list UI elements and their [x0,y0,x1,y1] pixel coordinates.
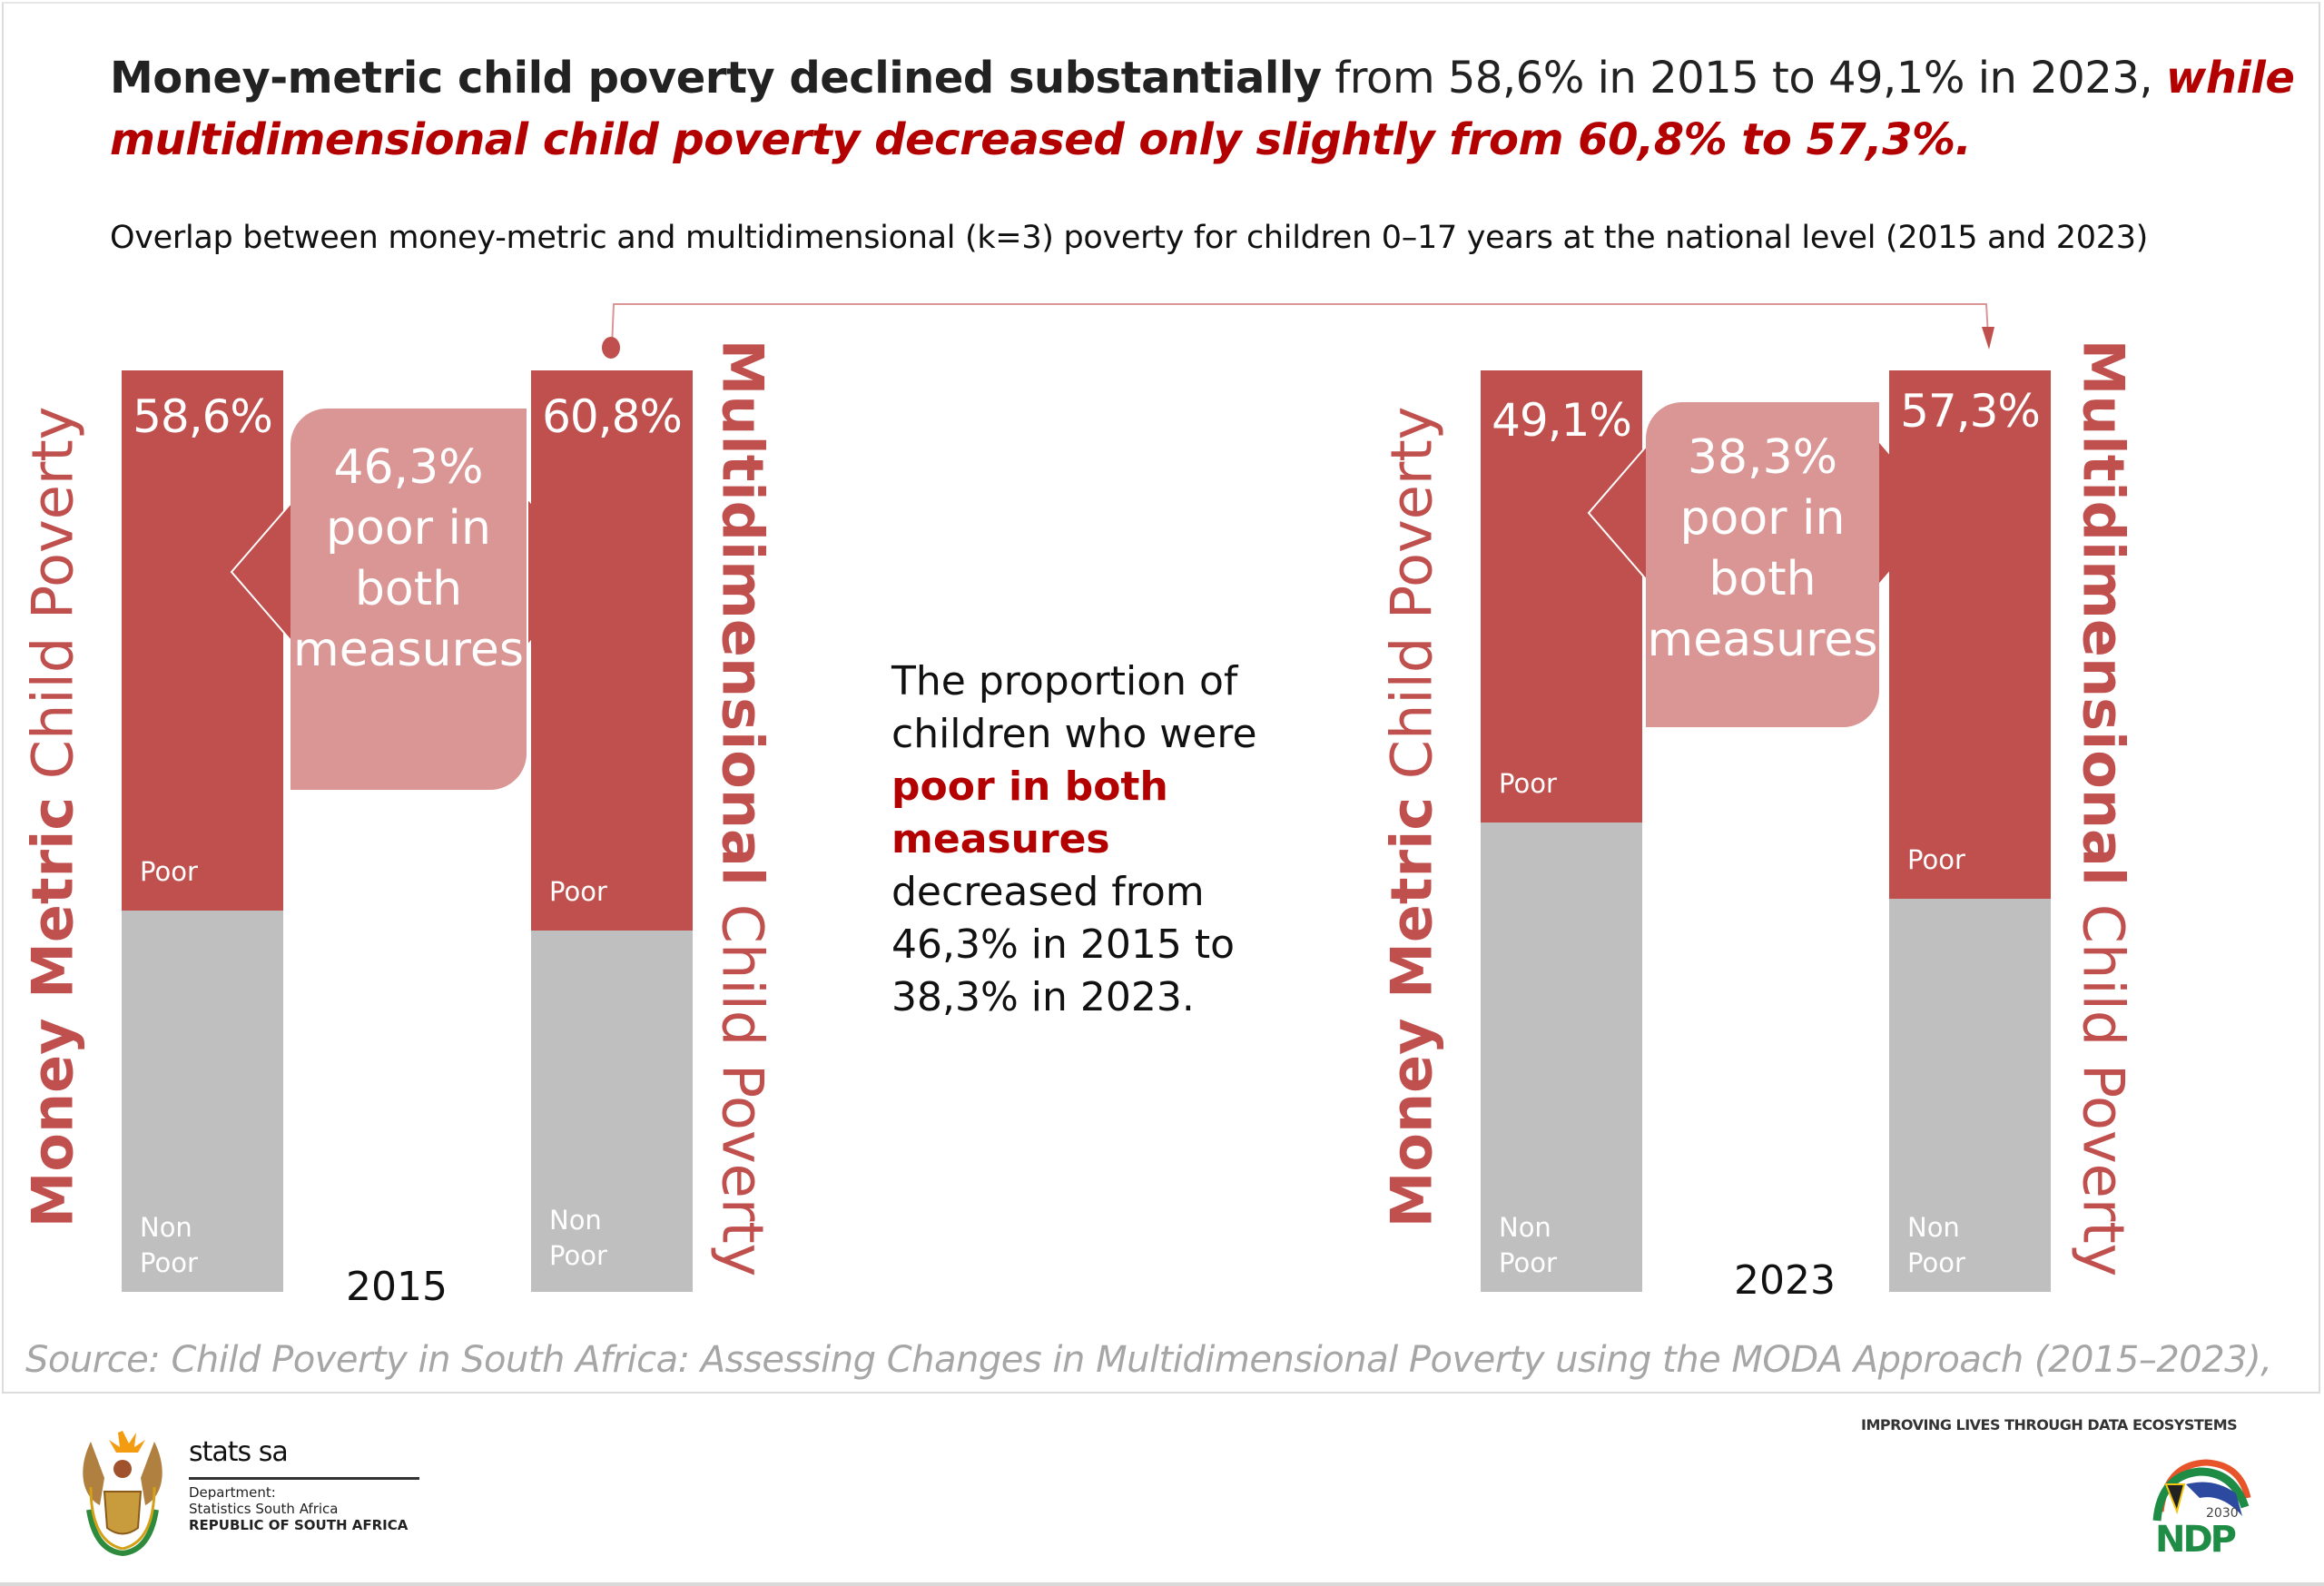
coat-of-arms-icon [83,1431,162,1557]
segment-label-non-poor: Non Poor [549,1203,607,1274]
overlap-text-1: poor in [1679,491,1846,546]
segment-label-poor: Poor [1499,768,1557,799]
segment-label-poor: Poor [549,876,607,907]
multidimensional-axis-label-2015: Multidimensional Child Poverty [710,340,776,1277]
label-non: Non [1499,1212,1551,1243]
bar-multidimensional-2023: 57,3% Poor Non Poor [1889,370,2051,1292]
label-bold: Money Metric [1378,796,1445,1228]
headline-bold: Money-metric child poverty declined subs… [110,53,1322,103]
dept-line-2: Statistics South Africa [189,1501,339,1517]
dept-line-1: Department: [189,1484,276,1501]
overlap-text-1: poor in [326,501,491,556]
overlap-box-2015: 46,3% poor in both measures [290,409,527,790]
label-bold: Multidimensional [2070,339,2137,887]
bar-segment-poor [1481,370,1642,823]
overlap-text-3: measures [1647,613,1878,667]
headline-red: while multidimensional child poverty dec… [110,53,2295,165]
overlap-text-3: measures [293,623,524,677]
segment-label-non-poor: Non Poor [1907,1210,1965,1281]
overlap-text-2: both [1709,552,1817,606]
label-bold: Money Metric [19,796,86,1228]
label-rest: Child Poverty [709,886,776,1277]
overlap-text-2: both [354,562,463,616]
headline-normal: from 58,6% in 2015 to 49,1% in 2023, [1321,53,2166,103]
connector-arrow-icon [602,303,1994,359]
overlap-value: 38,3% [1687,430,1838,485]
bar-segment-poor [122,370,283,911]
segment-label-non-poor: Non Poor [140,1210,198,1281]
overlap-value: 46,3% [333,440,484,495]
bar-money-metric-2023: 49,1% Poor Non Poor [1481,370,1642,1292]
ndp-year: 2030 [2206,1506,2239,1521]
label-non: Non [140,1212,192,1243]
dept-line-3: REPUBLIC OF SOUTH AFRICA [189,1517,409,1533]
bar-segment-poor [531,370,693,931]
label-poor: Poor [140,1247,198,1278]
overlap-pointer-left-icon [230,496,296,648]
connector-dot [602,337,620,359]
summary-note: The proportion of children who were poor… [891,655,1318,1024]
bar-value-label: 57,3% [1900,385,2041,438]
segment-label-poor: Poor [140,856,198,887]
label-non: Non [1907,1212,1960,1243]
year-label-2023: 2023 [1734,1257,1836,1304]
label-bold: Multidimensional [709,339,776,887]
note-highlight: poor in both measures [891,763,1168,862]
bar-value-label: 49,1% [1492,394,1632,447]
note-text-1: The proportion of children who were [891,658,1257,757]
bar-value-label: 58,6% [133,390,273,443]
ndp-2030-logo-icon: 2030 NDP [2152,1459,2251,1557]
connector-line [611,303,1989,349]
segment-label-non-poor: Non Poor [1499,1210,1557,1281]
year-label-2015: 2015 [346,1264,448,1310]
ndp-text: NDP [2155,1519,2236,1557]
label-rest: Child Poverty [19,406,86,797]
label-poor: Poor [1499,1247,1557,1278]
label-rest: Child Poverty [1378,406,1445,797]
bar-segment-poor [1889,370,2051,899]
tagline: IMPROVING LIVES THROUGH DATA ECOSYSTEMS [1861,1416,2238,1433]
money-metric-axis-label-2023: Money Metric Child Poverty [1379,407,1445,1228]
stats-sa-wordmark: stats sa [189,1436,289,1468]
stats-sa-divider [189,1477,419,1480]
note-text-2: decreased from 46,3% in 2015 to 38,3% in… [891,869,1235,1020]
stats-sa-department: Department: Statistics South Africa REPU… [189,1484,408,1533]
headline: Money-metric child poverty declined subs… [110,47,2307,171]
overlap-box-2023: 38,3% poor in both measures [1646,402,1879,727]
label-non: Non [549,1205,602,1236]
label-rest: Child Poverty [2070,886,2137,1277]
segment-label-poor: Poor [1907,844,1965,875]
connector-arrowhead [1982,327,1994,350]
bar-multidimensional-2015: 60,8% Poor Non Poor [531,370,693,1292]
bar-money-metric-2015: 58,6% Poor Non Poor [122,370,283,1292]
money-metric-axis-label-2015: Money Metric Child Poverty [20,407,86,1228]
footer [0,1395,2324,1586]
multidimensional-axis-label-2023: Multidimensional Child Poverty [2071,340,2137,1277]
source-citation: Source: Child Poverty in South Africa: A… [25,1339,2272,1381]
bar-value-label: 60,8% [542,390,683,443]
label-poor: Poor [549,1240,607,1271]
chart-subtitle: Overlap between money-metric and multidi… [110,220,2149,256]
label-poor: Poor [1907,1247,1965,1278]
